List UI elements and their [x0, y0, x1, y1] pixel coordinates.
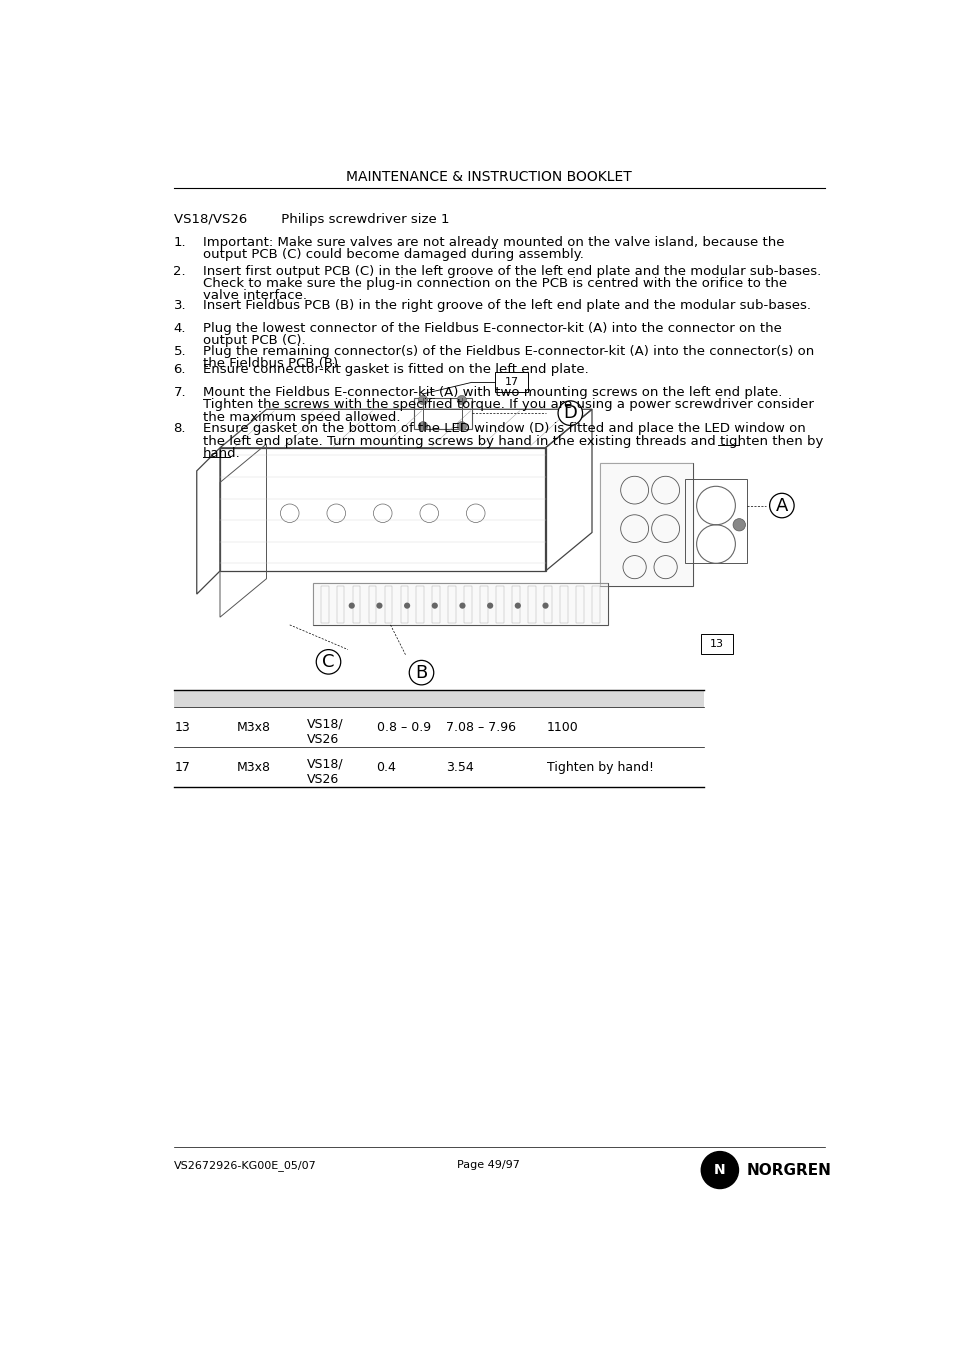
Bar: [448, 586, 456, 623]
Bar: [700, 634, 732, 654]
Bar: [353, 586, 360, 623]
Circle shape: [348, 603, 355, 609]
Text: 2.: 2.: [173, 265, 186, 277]
Text: output PCB (C) could become damaged during assembly.: output PCB (C) could become damaged duri…: [203, 249, 583, 261]
Bar: [528, 586, 536, 623]
Text: N: N: [713, 1163, 725, 1177]
Text: 17: 17: [174, 761, 191, 774]
Text: Tighten the screws with the specified torque. If you are using a power screwdriv: Tighten the screws with the specified to…: [203, 399, 813, 411]
Circle shape: [700, 1151, 738, 1189]
Bar: [496, 586, 503, 623]
Text: D: D: [563, 404, 577, 422]
Circle shape: [459, 603, 465, 609]
Text: Important: Make sure valves are not already mounted on the valve island, because: Important: Make sure valves are not alre…: [203, 236, 783, 249]
Bar: [599, 463, 692, 586]
Bar: [400, 586, 408, 623]
Text: the left end plate. Turn mounting screws by hand in the existing threads and tig: the left end plate. Turn mounting screws…: [203, 435, 822, 447]
Text: VS18/
VS26: VS18/ VS26: [307, 758, 343, 786]
Circle shape: [732, 519, 744, 531]
Circle shape: [403, 603, 410, 609]
Bar: [313, 582, 607, 626]
Text: hand.: hand.: [203, 447, 240, 459]
Text: 6.: 6.: [173, 363, 186, 376]
Text: Plug the remaining connector(s) of the Fieldbus E-connector-kit (A) into the con: Plug the remaining connector(s) of the F…: [203, 345, 813, 358]
Text: VS18/
VS26: VS18/ VS26: [307, 717, 343, 746]
Text: 1.: 1.: [173, 236, 186, 249]
Text: 13: 13: [174, 721, 191, 734]
Text: C: C: [322, 653, 335, 671]
Text: valve interface.: valve interface.: [203, 289, 307, 301]
Text: 1100: 1100: [546, 721, 578, 734]
Text: 13: 13: [709, 639, 723, 648]
Bar: [684, 478, 746, 563]
Bar: [416, 586, 424, 623]
Bar: [313, 582, 607, 626]
Text: VS18/VS26        Philips screwdriver size 1: VS18/VS26 Philips screwdriver size 1: [173, 213, 449, 226]
Circle shape: [418, 396, 427, 405]
Text: Mount the Fieldbus E-connector-kit (A) with two mounting screws on the left end : Mount the Fieldbus E-connector-kit (A) w…: [203, 386, 781, 399]
Text: Page 49/97: Page 49/97: [457, 1161, 519, 1170]
Circle shape: [456, 396, 466, 405]
Bar: [384, 586, 392, 623]
Circle shape: [542, 603, 548, 609]
Text: 8.: 8.: [173, 423, 186, 435]
Text: 7.08 – 7.96: 7.08 – 7.96: [446, 721, 516, 734]
Text: 4.: 4.: [173, 323, 186, 335]
Text: M3x8: M3x8: [236, 761, 271, 774]
Bar: [320, 586, 328, 623]
Bar: [543, 586, 551, 623]
Text: 0.8 – 0.9: 0.8 – 0.9: [376, 721, 430, 734]
Bar: [414, 397, 472, 428]
Text: 0.4: 0.4: [376, 761, 396, 774]
Circle shape: [456, 422, 466, 431]
Bar: [599, 463, 692, 586]
Bar: [576, 586, 583, 623]
Text: 3.54: 3.54: [446, 761, 474, 774]
Text: 7.: 7.: [173, 386, 186, 399]
Text: 5.: 5.: [173, 345, 186, 358]
Bar: [464, 586, 472, 623]
Circle shape: [487, 603, 493, 609]
Bar: [432, 586, 439, 623]
Text: M3x8: M3x8: [236, 721, 271, 734]
Circle shape: [418, 422, 427, 431]
Text: VS2672926-KG00E_05/07: VS2672926-KG00E_05/07: [173, 1161, 315, 1171]
Text: A: A: [775, 497, 787, 515]
Text: Plug the lowest connector of the Fieldbus E-connector-kit (A) into the connector: Plug the lowest connector of the Fieldbu…: [203, 323, 781, 335]
Text: the maximum speed allowed.: the maximum speed allowed.: [203, 411, 400, 423]
Text: 17: 17: [504, 377, 517, 388]
Text: Ensure connector-kit gasket is fitted on the left end plate.: Ensure connector-kit gasket is fitted on…: [203, 363, 588, 376]
Text: 3.: 3.: [173, 299, 186, 312]
Text: NORGREN: NORGREN: [746, 1163, 831, 1178]
Text: Check to make sure the plug-in connection on the PCB is centred with the orifice: Check to make sure the plug-in connectio…: [203, 277, 786, 289]
Bar: [479, 586, 488, 623]
Text: the Fieldbus PCB (B).: the Fieldbus PCB (B).: [203, 357, 342, 370]
Text: Insert first output PCB (C) in the left groove of the left end plate and the mod: Insert first output PCB (C) in the left …: [203, 265, 821, 277]
Circle shape: [515, 603, 520, 609]
Circle shape: [375, 603, 382, 609]
Bar: [512, 586, 519, 623]
Bar: [559, 586, 567, 623]
Bar: [336, 586, 344, 623]
Text: Tighten by hand!: Tighten by hand!: [546, 761, 654, 774]
Bar: [173, 690, 703, 708]
Text: output PCB (C).: output PCB (C).: [203, 335, 305, 347]
Bar: [495, 373, 527, 392]
Circle shape: [432, 603, 437, 609]
Text: B: B: [415, 663, 427, 682]
Text: Insert Fieldbus PCB (B) in the right groove of the left end plate and the modula: Insert Fieldbus PCB (B) in the right gro…: [203, 299, 810, 312]
Text: MAINTENANCE & INSTRUCTION BOOKLET: MAINTENANCE & INSTRUCTION BOOKLET: [346, 170, 631, 184]
Bar: [368, 586, 376, 623]
Text: Ensure gasket on the bottom of the LED window (D) is fitted and place the LED wi: Ensure gasket on the bottom of the LED w…: [203, 423, 805, 435]
Bar: [592, 586, 599, 623]
